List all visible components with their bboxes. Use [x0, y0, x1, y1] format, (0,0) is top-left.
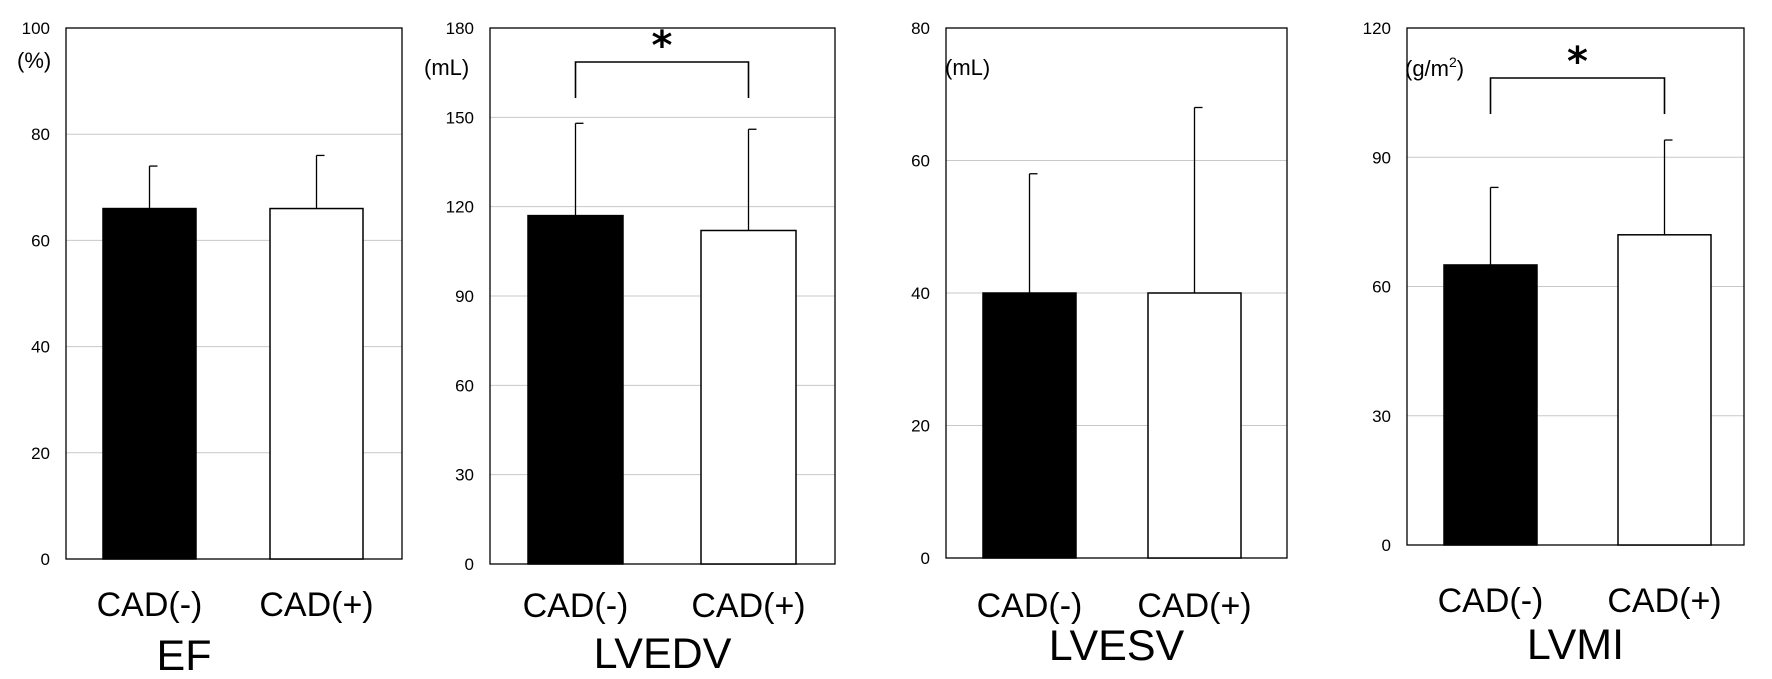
y-tick-label: 30 [1372, 407, 1391, 426]
plot-frame [1406, 27, 1745, 546]
x-category-label: CAD(+) [259, 586, 373, 624]
x-category-label: CAD(-) [1438, 582, 1544, 620]
y-tick-label: 0 [921, 549, 930, 568]
x-category-label: CAD(+) [1607, 582, 1721, 620]
y-tick-label: 150 [446, 108, 474, 127]
y-tick-label: 60 [911, 152, 930, 171]
significance-marker: * [652, 23, 673, 69]
y-axis-unit: (mL) [424, 55, 469, 80]
bar [982, 292, 1077, 559]
y-tick-label: 40 [31, 338, 50, 357]
x-category-label: CAD(+) [1137, 587, 1251, 625]
x-category-label: CAD(+) [691, 587, 805, 625]
y-tick-label: 30 [455, 466, 474, 485]
chart-panel-lvedv: 0 30 60 90 120 150 180 (mL) CAD(-) CAD(+) * LVEDV [424, 19, 836, 678]
y-tick-label: 0 [465, 555, 474, 574]
y-axis-unit: (%) [17, 48, 51, 73]
y-tick-label: 80 [911, 19, 930, 38]
significance-bracket [1489, 77, 1666, 114]
chart-title: LVESV [1049, 622, 1185, 670]
bar [269, 207, 364, 560]
x-category-label: CAD(-) [97, 586, 203, 624]
bar [700, 229, 797, 565]
chart-title: EF [157, 632, 212, 679]
y-tick-label: 80 [31, 125, 50, 144]
x-category-label: CAD(-) [523, 587, 629, 625]
y-tick-label: 60 [455, 376, 474, 395]
chart-panel-lvesv: 0 20 40 60 80 (mL) CAD(-) CAD(+)LVESV [911, 19, 1288, 670]
plot-frame [65, 27, 403, 560]
y-tick-label: 20 [911, 417, 930, 436]
y-tick-label: 90 [455, 287, 474, 306]
bar [527, 214, 624, 565]
y-tick-label: 0 [41, 550, 50, 569]
y-tick-label: 180 [446, 19, 474, 38]
plot-frame [489, 27, 836, 565]
y-tick-label: 40 [911, 284, 930, 303]
y-tick-label: 0 [1382, 536, 1391, 555]
chart-panel-lvmi: 0 30 60 90 120 (g/m2) CAD(-) CAD(+) * LVMI [1363, 19, 1745, 669]
bar [1617, 234, 1712, 546]
plot-frame [945, 27, 1288, 559]
bar [1443, 264, 1538, 546]
y-tick-label: 90 [1372, 148, 1391, 167]
bar [1147, 292, 1242, 559]
chart-title: LVMI [1527, 621, 1624, 669]
significance-bracket [574, 61, 750, 98]
chart-title: LVEDV [594, 630, 732, 678]
y-tick-label: 60 [1372, 278, 1391, 297]
y-axis-unit: (mL) [945, 55, 990, 80]
y-tick-label: 120 [446, 198, 474, 217]
significance-marker: * [1567, 39, 1588, 85]
x-category-label: CAD(-) [977, 587, 1083, 625]
y-tick-label: 100 [22, 19, 50, 38]
y-tick-label: 120 [1363, 19, 1391, 38]
bar [102, 207, 197, 560]
y-tick-label: 60 [31, 231, 50, 250]
y-axis-unit: (g/m2) [1405, 54, 1464, 81]
y-tick-label: 20 [31, 444, 50, 463]
chart-panel-ef: 0 20 40 60 80 100 (%) CAD(-) CAD(+) EF [17, 19, 403, 679]
